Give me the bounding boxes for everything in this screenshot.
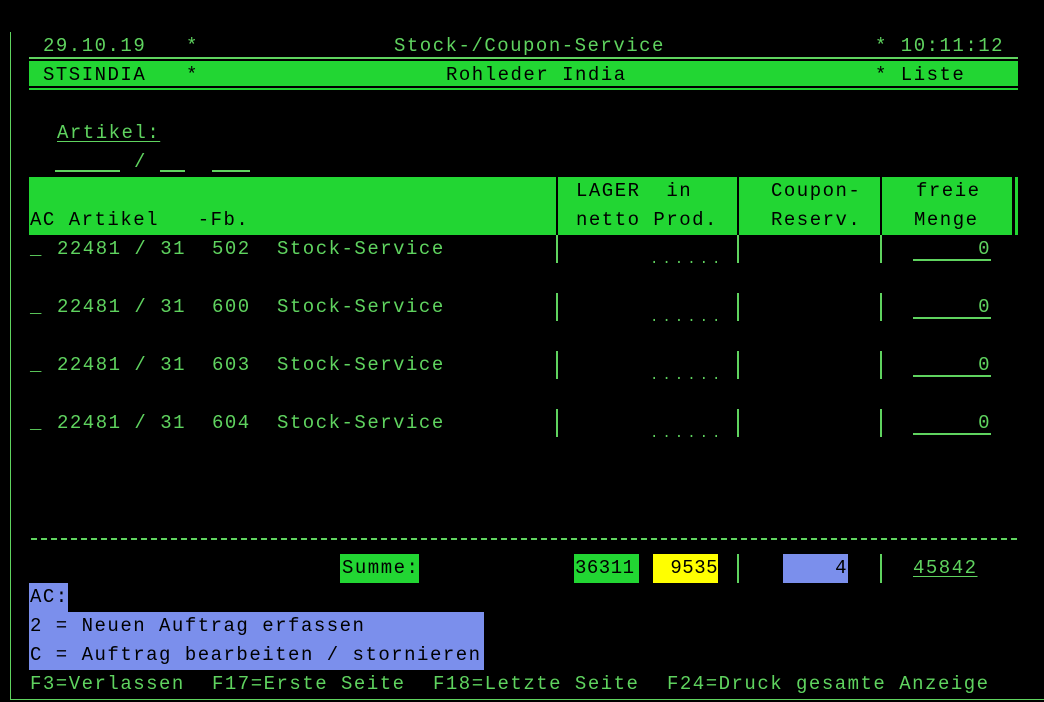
col-lager-1: LAGER in <box>576 180 693 202</box>
row-text: Stock-Service <box>277 412 445 434</box>
row-farbe: 502 <box>212 238 251 260</box>
row-artikel: 22481 / 31 <box>57 238 187 260</box>
column-separator <box>556 351 558 379</box>
row-select[interactable]: _ <box>30 412 43 434</box>
legend-option-2: 2 = Neuen Auftrag erfassen <box>30 615 366 637</box>
header-star: * <box>186 64 199 86</box>
col-lager-2: netto Prod. <box>576 209 718 231</box>
column-separator <box>880 554 882 583</box>
legend-bg-2 <box>29 612 484 670</box>
artikel-number-input[interactable] <box>55 170 120 172</box>
bottom-border <box>10 699 1044 700</box>
fkey-f18[interactable]: F18=Letzte Seite <box>433 673 640 695</box>
row-prod-placeholder: ...... <box>650 310 725 326</box>
row-text: Stock-Service <box>277 354 445 376</box>
sum-prod-bg <box>653 554 718 583</box>
column-separator <box>737 293 739 321</box>
col-coupon-1: Coupon- <box>771 180 862 202</box>
row-prod-placeholder: ...... <box>650 252 725 268</box>
column-separator <box>737 409 739 437</box>
row-artikel: 22481 / 31 <box>57 354 187 376</box>
fkey-f17[interactable]: F17=Erste Seite <box>212 673 406 695</box>
header-underline <box>29 57 1018 59</box>
col-coupon-2: Reserv. <box>771 209 862 231</box>
sum-in-prod: 9535 <box>670 557 718 579</box>
artikel-label: Artikel: <box>57 122 161 144</box>
row-farbe: 603 <box>212 354 251 376</box>
row-artikel: 22481 / 31 <box>57 412 187 434</box>
col-ac-artikel: AC Artikel -Fb. <box>30 209 250 231</box>
row-prod-placeholder: ...... <box>650 426 725 442</box>
fkey-f24[interactable]: F24=Druck gesamte Anzeige <box>667 673 990 695</box>
header-date: 29.10.19 <box>43 35 147 57</box>
summe-label: Summe: <box>342 557 420 579</box>
row-select[interactable]: _ <box>30 296 43 318</box>
app-title: Stock-/Coupon-Service <box>394 35 665 57</box>
row-freie-menge[interactable]: 0 <box>913 237 991 261</box>
row-select[interactable]: _ <box>30 354 43 376</box>
row-artikel: 22481 / 31 <box>57 296 187 318</box>
fkey-f3[interactable]: F3=Verlassen <box>30 673 185 695</box>
column-separator <box>1012 177 1015 235</box>
sum-lager-netto: 36311 <box>575 557 635 579</box>
header-bar-line <box>29 86 1018 88</box>
header-bar <box>29 61 1018 90</box>
sum-coupon: 4 <box>835 557 848 579</box>
col-freie-1: freie <box>916 180 981 202</box>
row-freie-menge[interactable]: 0 <box>913 353 991 377</box>
legend-option-c: C = Auftrag bearbeiten / stornieren <box>30 644 482 666</box>
legend-bg-1 <box>29 583 68 612</box>
column-header-bar <box>29 177 1018 235</box>
artikel-variant-input[interactable] <box>160 170 185 172</box>
artikel-slash: / <box>134 151 147 173</box>
left-border <box>10 32 11 700</box>
col-freie-2: Menge <box>914 209 979 231</box>
column-separator <box>737 554 739 583</box>
header-star: * <box>186 35 199 57</box>
row-text: Stock-Service <box>277 296 445 318</box>
header-user: STSINDIA <box>43 64 147 86</box>
column-separator <box>880 409 882 437</box>
company-name: Rohleder India <box>446 64 627 86</box>
column-separator <box>880 235 882 263</box>
summe-label-bg <box>340 554 419 583</box>
sum-lager-bg <box>574 554 639 583</box>
dashed-separator <box>31 538 1017 540</box>
column-separator <box>880 293 882 321</box>
row-select[interactable]: _ <box>30 238 43 260</box>
artikel-color-input[interactable] <box>212 170 250 172</box>
row-freie-menge[interactable]: 0 <box>913 411 991 435</box>
row-prod-placeholder: ...... <box>650 368 725 384</box>
row-farbe: 604 <box>212 412 251 434</box>
sum-coupon-bg <box>783 554 848 583</box>
column-separator <box>556 177 558 235</box>
column-separator <box>556 409 558 437</box>
screen-mode: * Liste <box>875 64 966 86</box>
column-separator <box>556 293 558 321</box>
row-text: Stock-Service <box>277 238 445 260</box>
column-separator <box>880 177 882 235</box>
column-separator <box>556 235 558 263</box>
legend-title: AC: <box>30 586 69 608</box>
header-time: * 10:11:12 <box>875 35 1005 57</box>
column-separator <box>737 351 739 379</box>
column-separator <box>737 177 739 235</box>
row-farbe: 600 <box>212 296 251 318</box>
sum-freie[interactable]: 45842 <box>913 557 978 579</box>
column-separator <box>737 235 739 263</box>
column-separator <box>880 351 882 379</box>
row-freie-menge[interactable]: 0 <box>913 295 991 319</box>
